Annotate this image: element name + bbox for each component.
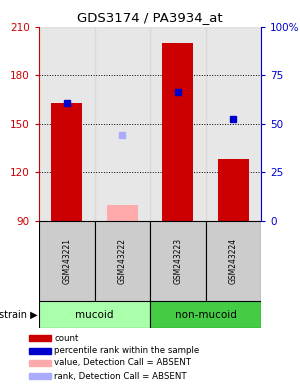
Text: value, Detection Call = ABSENT: value, Detection Call = ABSENT [54,358,191,367]
Bar [29,373,51,379]
Bar [94,27,150,221]
Text: GSM243223: GSM243223 [173,238,182,284]
Bar [150,221,206,301]
Bar [94,221,150,301]
Bar [39,301,150,328]
Bar [150,27,206,221]
Text: strain ▶: strain ▶ [0,310,37,320]
Text: count: count [54,334,79,343]
Title: GDS3174 / PA3934_at: GDS3174 / PA3934_at [77,11,223,24]
Bar [107,205,137,221]
Bar [52,103,82,221]
Text: GSM243224: GSM243224 [229,238,238,284]
Text: mucoid: mucoid [75,310,114,320]
Text: non-mucoid: non-mucoid [175,310,236,320]
Text: GSM243221: GSM243221 [62,238,71,284]
Bar [39,27,94,221]
Bar [29,335,51,341]
Bar [206,27,261,221]
Bar [29,360,51,366]
Text: percentile rank within the sample: percentile rank within the sample [54,346,200,355]
Text: rank, Detection Call = ABSENT: rank, Detection Call = ABSENT [54,372,187,381]
Bar [150,301,261,328]
Bar [206,221,261,301]
Bar [29,348,51,354]
Text: GSM243222: GSM243222 [118,238,127,284]
Bar [163,43,193,221]
Bar [218,159,248,221]
Bar [39,221,94,301]
